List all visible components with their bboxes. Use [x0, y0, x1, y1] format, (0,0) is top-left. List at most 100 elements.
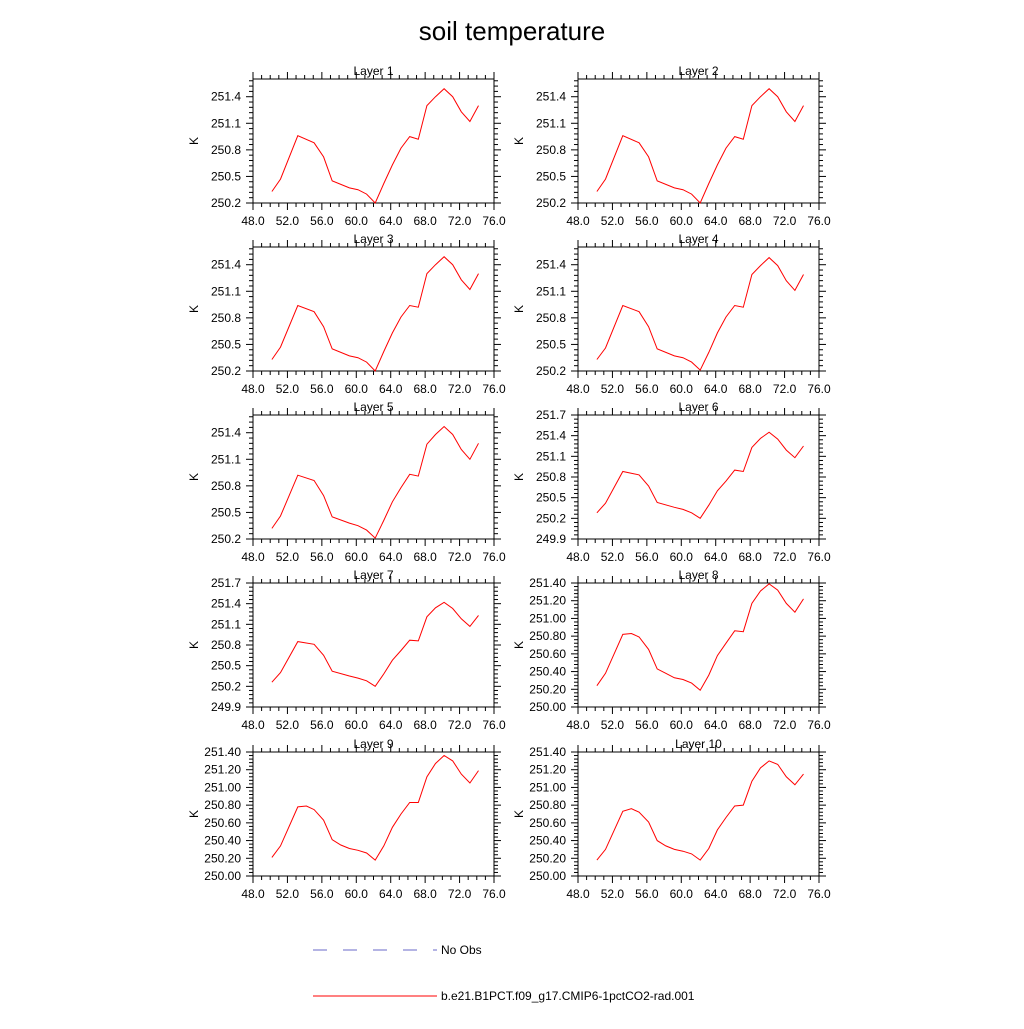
y-tick-label: 251.20	[529, 594, 566, 608]
y-tick-label: 250.8	[211, 311, 241, 325]
x-tick-label: 68.0	[738, 382, 762, 396]
plot-frame	[577, 751, 820, 877]
x-tick-label: 56.0	[635, 887, 659, 901]
x-tick-label: 76.0	[482, 214, 506, 228]
y-tick-label: 250.80	[529, 798, 566, 812]
x-tick-label: 48.0	[241, 214, 265, 228]
panel-title: Layer 10	[675, 737, 722, 751]
y-tick-label: 250.8	[211, 143, 241, 157]
panel-10: Layer 10 K 48.0 52.0 56.0 60.0 64.0 68.0 72.0 76.…	[512, 737, 831, 901]
x-tick-label: 60.0	[345, 382, 369, 396]
x-tick-label: 48.0	[566, 550, 590, 564]
y-tick-label: 250.8	[536, 470, 566, 484]
y-tick-label: 250.40	[204, 834, 241, 848]
x-tick-label: 68.0	[413, 887, 437, 901]
x-tick-label: 76.0	[807, 214, 831, 228]
x-tick-label: 52.0	[601, 550, 625, 564]
x-tick-label: 76.0	[482, 887, 506, 901]
panels-group: Layer 1 K 48.0 52.0 56.0 60.0 64.0 68.0 72.0 76.0…	[187, 64, 831, 901]
y-tick-label: 250.5	[536, 337, 566, 351]
x-tick-label: 64.0	[379, 214, 403, 228]
x-tick-label: 68.0	[738, 214, 762, 228]
y-axis-label: K	[512, 641, 526, 649]
x-tick-label: 72.0	[773, 214, 797, 228]
y-axis-label: K	[512, 137, 526, 145]
y-axis-label: K	[187, 473, 201, 481]
x-tick-label: 48.0	[241, 382, 265, 396]
y-tick-label: 251.1	[536, 284, 566, 298]
y-tick-label: 250.8	[211, 479, 241, 493]
x-tick-label: 52.0	[601, 718, 625, 732]
panel-3: Layer 3 K 48.0 52.0 56.0 60.0 64.0 68.0 72.0 76.0…	[187, 232, 506, 396]
plot-frame	[577, 414, 820, 540]
y-tick-label: 251.00	[204, 780, 241, 794]
y-tick-label: 251.1	[536, 449, 566, 463]
panel-1: Layer 1 K 48.0 52.0 56.0 60.0 64.0 68.0 72.0 76.0…	[187, 64, 506, 228]
panel-title: Layer 5	[353, 400, 393, 414]
plot-frame	[252, 246, 495, 372]
panel-7: Layer 7 K 48.0 52.0 56.0 60.0 64.0 68.0 72.0 76.0…	[187, 568, 506, 732]
x-tick-label: 52.0	[601, 382, 625, 396]
chart-title: soil temperature	[419, 16, 605, 46]
y-tick-label: 251.40	[529, 745, 566, 759]
x-tick-label: 68.0	[738, 718, 762, 732]
series-line	[271, 88, 479, 204]
x-tick-label: 72.0	[773, 550, 797, 564]
series-line	[596, 760, 804, 861]
x-tick-label: 48.0	[566, 214, 590, 228]
y-tick-label: 250.80	[529, 629, 566, 643]
panel-title: Layer 1	[353, 64, 393, 78]
y-tick-label: 251.00	[529, 611, 566, 625]
y-axis-label: K	[512, 810, 526, 818]
x-tick-label: 64.0	[379, 550, 403, 564]
y-tick-label: 250.40	[529, 665, 566, 679]
y-tick-label: 251.20	[204, 763, 241, 777]
legend: No Obs b.e21.B1PCT.f09_g17.CMIP6-1pctCO2…	[313, 943, 695, 1003]
panel-title: Layer 8	[678, 568, 718, 582]
y-tick-label: 251.7	[211, 576, 241, 590]
y-tick-label: 250.5	[211, 505, 241, 519]
y-tick-label: 251.4	[211, 258, 241, 272]
x-tick-label: 52.0	[276, 887, 300, 901]
x-tick-label: 60.0	[345, 550, 369, 564]
series-line	[271, 425, 479, 539]
x-tick-label: 64.0	[704, 382, 728, 396]
y-tick-label: 249.9	[211, 700, 241, 714]
y-tick-label: 250.80	[204, 798, 241, 812]
x-tick-label: 64.0	[704, 550, 728, 564]
y-tick-label: 250.00	[529, 869, 566, 883]
panel-title: Layer 2	[678, 64, 718, 78]
y-tick-label: 250.8	[536, 143, 566, 157]
x-tick-label: 52.0	[601, 214, 625, 228]
y-axis-label: K	[187, 641, 201, 649]
panel-9: Layer 9 K 48.0 52.0 56.0 60.0 64.0 68.0 72.0 76.0…	[187, 737, 506, 901]
y-tick-label: 251.4	[211, 597, 241, 611]
x-tick-label: 76.0	[482, 550, 506, 564]
y-tick-label: 250.2	[211, 532, 241, 546]
y-tick-label: 250.5	[211, 659, 241, 673]
x-tick-label: 68.0	[413, 214, 437, 228]
x-tick-label: 72.0	[773, 718, 797, 732]
plot-frame	[252, 751, 495, 877]
x-tick-label: 56.0	[310, 550, 334, 564]
x-tick-label: 72.0	[448, 214, 472, 228]
y-tick-label: 251.4	[536, 90, 566, 104]
x-tick-label: 72.0	[448, 887, 472, 901]
x-tick-label: 64.0	[704, 887, 728, 901]
x-tick-label: 72.0	[448, 718, 472, 732]
y-tick-label: 250.00	[204, 869, 241, 883]
x-tick-label: 60.0	[345, 887, 369, 901]
plot-frame	[252, 414, 495, 540]
x-tick-label: 56.0	[635, 382, 659, 396]
y-tick-label: 250.20	[204, 851, 241, 865]
x-tick-label: 76.0	[482, 382, 506, 396]
panel-4: Layer 4 K 48.0 52.0 56.0 60.0 64.0 68.0 72.0 76.0…	[512, 232, 831, 396]
x-tick-label: 72.0	[448, 382, 472, 396]
x-tick-label: 72.0	[448, 550, 472, 564]
panel-5: Layer 5 K 48.0 52.0 56.0 60.0 64.0 68.0 72.0 76.0…	[187, 400, 506, 564]
panel-6: Layer 6 K 48.0 52.0 56.0 60.0 64.0 68.0 72.0 76.0…	[512, 400, 831, 564]
series-line	[271, 601, 479, 687]
plot-frame	[252, 78, 495, 204]
y-tick-label: 251.1	[211, 284, 241, 298]
